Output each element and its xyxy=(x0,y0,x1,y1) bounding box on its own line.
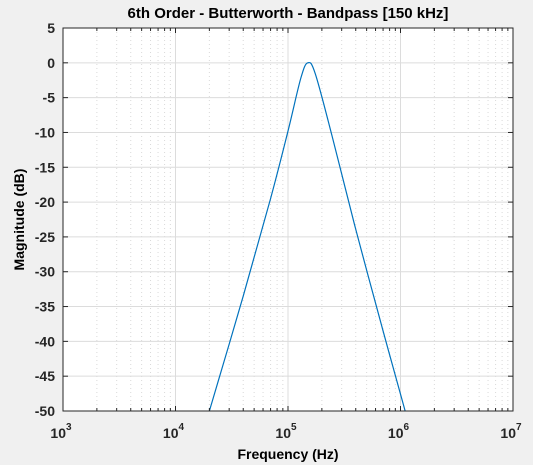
x-tick-label: 107 xyxy=(500,422,522,441)
y-tick-label: -25 xyxy=(35,229,55,245)
y-tick-label: -20 xyxy=(35,194,55,210)
y-tick-label: -45 xyxy=(35,368,55,384)
series-line xyxy=(208,61,406,411)
series-layer xyxy=(208,61,406,411)
x-tick-labels: 103 104 105 106 107 xyxy=(50,422,522,441)
x-tick-label: 103 xyxy=(50,422,72,441)
axis-ticks xyxy=(62,27,514,412)
y-tick-labels: 5 0 -5 -10 -15 -20 -25 -30 -35 -40 -45 -50 xyxy=(35,20,55,419)
y-tick-label: -5 xyxy=(43,90,56,106)
x-tick-label: 105 xyxy=(275,422,297,441)
x-axis-label: Frequency (Hz) xyxy=(237,446,338,462)
y-tick-label: -30 xyxy=(35,264,55,280)
x-tick-label: 106 xyxy=(388,422,410,441)
y-tick-label: -35 xyxy=(35,299,55,315)
y-tick-label: -15 xyxy=(35,159,55,175)
chart-title: 6th Order - Butterworth - Bandpass [150 … xyxy=(128,5,449,22)
y-axis-label: Magnitude (dB) xyxy=(11,169,27,271)
x-tick-label: 104 xyxy=(163,422,185,441)
y-tick-label: -10 xyxy=(35,124,55,140)
y-tick-label: -40 xyxy=(35,333,55,349)
y-tick-label: 5 xyxy=(47,20,55,36)
y-tick-label: -50 xyxy=(35,403,55,419)
y-tick-label: 0 xyxy=(47,55,55,71)
